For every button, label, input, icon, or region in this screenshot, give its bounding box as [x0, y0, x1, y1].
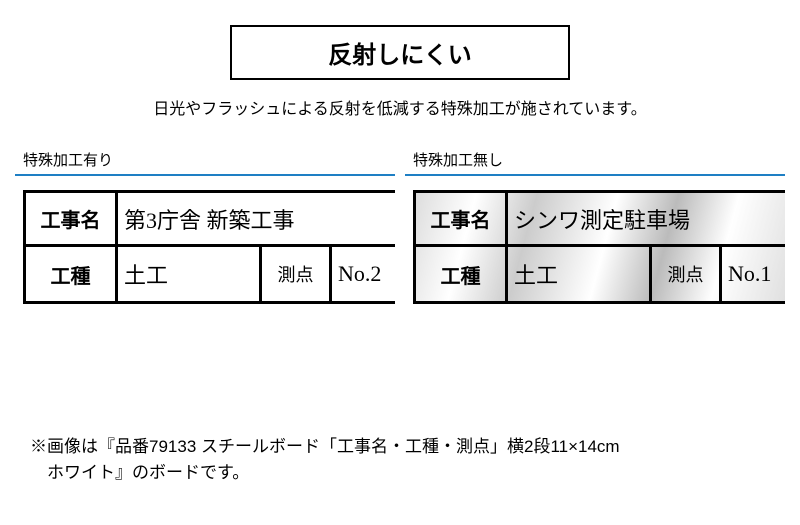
panel-without-coating: 特殊加工無し 工事名 シンワ測定駐車場 工種 土工 測点 No.1	[405, 149, 785, 312]
comparison-row: 特殊加工有り 工事名 第3庁舎 新築工事 工種 土工 測点 No.2 特殊加工無…	[0, 149, 800, 312]
cell-label-sokuten: 測点	[262, 247, 332, 301]
cell-label-koushu: 工種	[416, 247, 508, 301]
panel-with-coating: 特殊加工有り 工事名 第3庁舎 新築工事 工種 土工 測点 No.2	[15, 149, 395, 312]
title-text: 反射しにくい	[328, 42, 472, 69]
cell-value-sokuten: No.2	[332, 247, 395, 301]
board-wrap-left: 工事名 第3庁舎 新築工事 工種 土工 測点 No.2	[15, 182, 395, 312]
cell-label-koushu: 工種	[26, 247, 118, 301]
footnote: ※画像は『品番79133 スチールボード「工事名・工種・測点」横2段11×14c…	[30, 434, 770, 485]
footnote-line2: ホワイト』のボードです。	[30, 460, 770, 486]
panel-right-label: 特殊加工無し	[405, 149, 785, 176]
board-row: 工種 土工 測点 No.2	[26, 247, 395, 301]
cell-value-koujimei: シンワ測定駐車場	[508, 193, 785, 244]
cell-value-koushu: 土工	[118, 247, 262, 301]
cell-value-koujimei: 第3庁舎 新築工事	[118, 193, 395, 244]
board-row: 工事名 シンワ測定駐車場	[416, 193, 785, 247]
footnote-line1: ※画像は『品番79133 スチールボード「工事名・工種・測点」横2段11×14c…	[30, 434, 770, 460]
cell-value-koushu: 土工	[508, 247, 652, 301]
subtitle: 日光やフラッシュによる反射を低減する特殊加工が施されています。	[0, 95, 800, 119]
cell-label-sokuten: 測点	[652, 247, 722, 301]
panel-left-label: 特殊加工有り	[15, 149, 395, 176]
board-row: 工種 土工 測点 No.1	[416, 247, 785, 301]
cell-value-sokuten: No.1	[722, 247, 785, 301]
cell-label-koujimei: 工事名	[416, 193, 508, 244]
board-row: 工事名 第3庁舎 新築工事	[26, 193, 395, 247]
board-right: 工事名 シンワ測定駐車場 工種 土工 測点 No.1	[413, 190, 785, 304]
board-left: 工事名 第3庁舎 新築工事 工種 土工 測点 No.2	[23, 190, 395, 304]
title-box: 反射しにくい	[230, 25, 570, 80]
cell-label-koujimei: 工事名	[26, 193, 118, 244]
board-wrap-right: 工事名 シンワ測定駐車場 工種 土工 測点 No.1	[405, 182, 785, 312]
